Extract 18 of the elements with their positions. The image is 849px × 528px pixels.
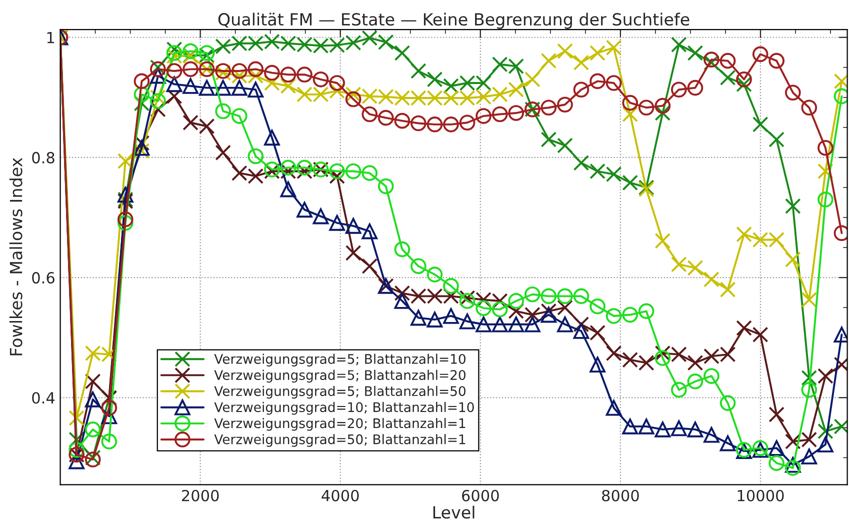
legend-label: Verzweigungsgrad=5; Blattanzahl=50 [214,386,466,399]
x-tick-label: 10000 [738,490,784,502]
x-tick-label: 6000 [462,490,499,502]
x-tick-label: 4000 [322,490,359,502]
y-axis-title: Fowlkes - Mallows Index [9,158,22,356]
chart-title: Qualität FM — EState — Keine Begrenzung der Suchtiefe [218,12,690,29]
legend-label: Verzweigungsgrad=20; Blattanzahl=1 [214,418,466,431]
legend-label: Verzweigungsgrad=50; Blattanzahl=1 [214,434,466,447]
x-tick-label: 2000 [182,490,219,502]
y-tick-label: 1 [47,32,54,44]
legend-label: Verzweigungsgrad=10; Blattanzahl=10 [214,402,474,415]
x-axis-title: Level [433,506,474,519]
y-tick-label: 0.8 [32,152,54,164]
legend-label: Verzweigungsgrad=5; Blattanzahl=20 [214,370,466,383]
y-tick-label: 0.6 [32,272,54,284]
y-tick-label: 0.4 [32,392,55,404]
legend-label: Verzweigungsgrad=5; Blattanzahl=10 [214,354,466,366]
x-tick-label: 8000 [602,490,639,502]
